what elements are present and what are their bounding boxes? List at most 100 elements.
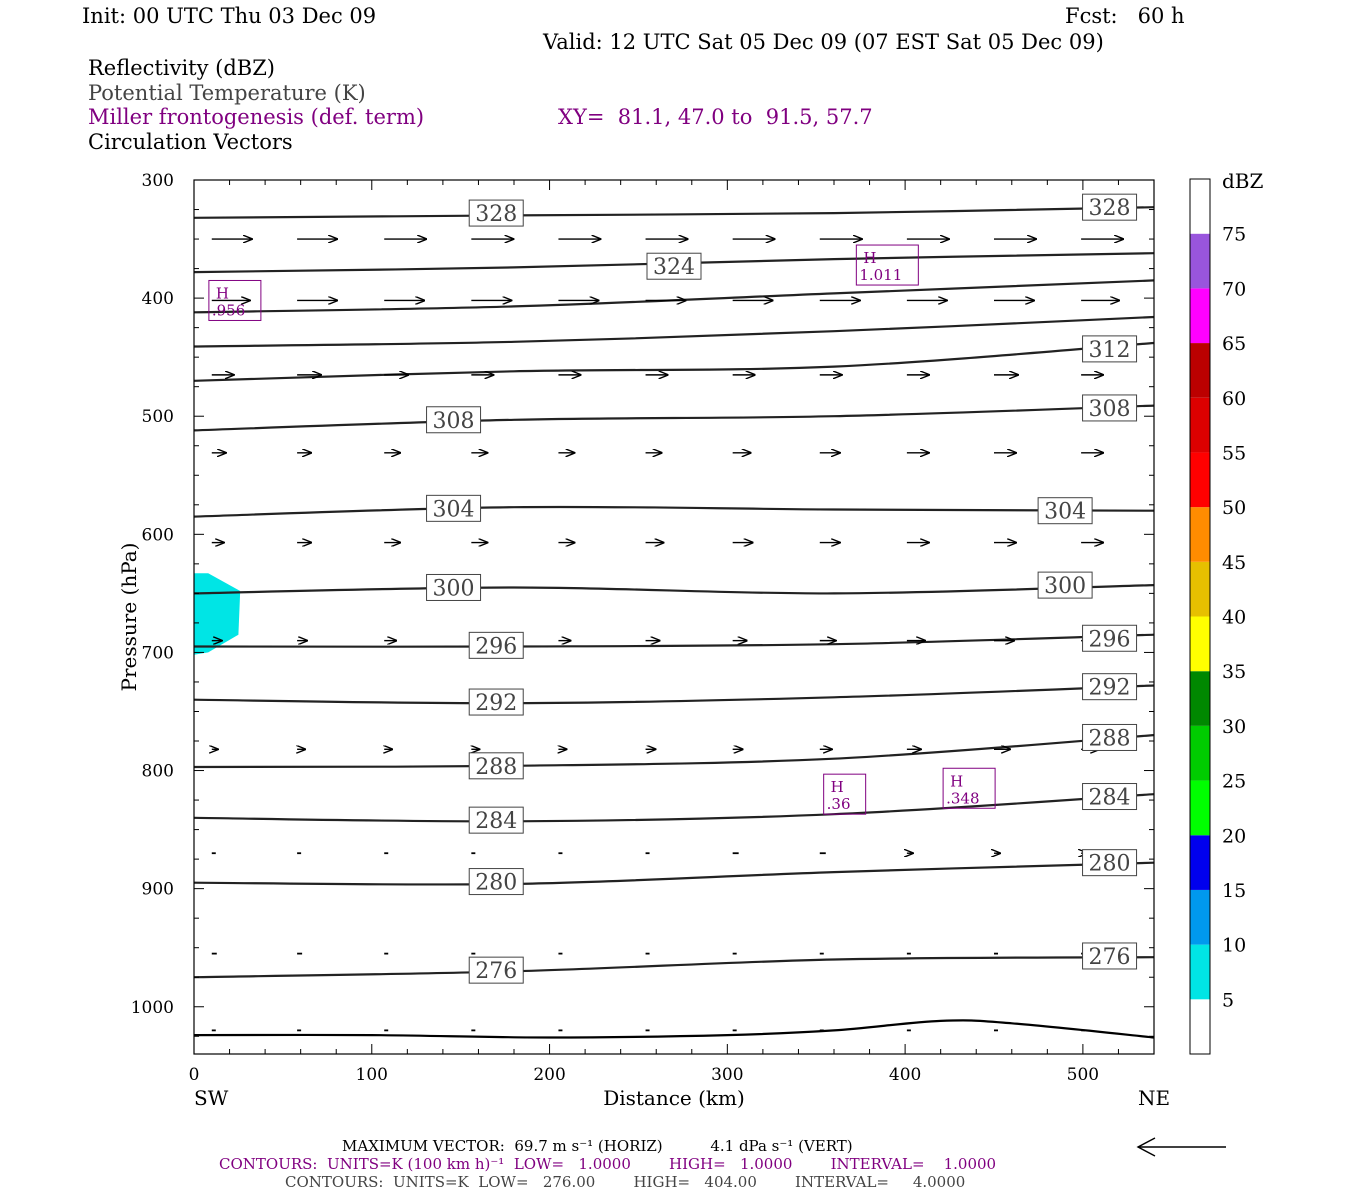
y-tick-label: 800 — [142, 762, 174, 782]
colorbar-swatch-25 — [1190, 725, 1210, 781]
y-tick-label: 900 — [142, 880, 174, 900]
init-time: Init: 00 UTC Thu 03 Dec 09 — [82, 4, 377, 28]
isentrope-284 — [193, 793, 1155, 823]
isentrope-276 — [193, 956, 1155, 979]
reflectivity-area — [194, 573, 241, 655]
max-vector-note: MAXIMUM VECTOR: 69.7 m s⁻¹ (HORIZ) 4.1 d… — [342, 1137, 853, 1155]
x-tick-label: 500 — [1067, 1065, 1099, 1085]
frontogenesis-max-label: H — [216, 284, 229, 302]
colorbar-label-60: 60 — [1222, 388, 1246, 410]
colorbar-swatch-70 — [1190, 233, 1210, 289]
frontogenesis-max-label: H — [831, 778, 844, 796]
colorbar-swatch-35 — [1190, 616, 1210, 672]
contour-label-box — [1037, 571, 1093, 599]
contour-label-box — [1082, 394, 1138, 422]
contour-label-box — [1082, 673, 1138, 701]
colorbar-label-45: 45 — [1222, 552, 1246, 574]
contour-label-box — [1082, 624, 1138, 652]
x-tick-label: 100 — [356, 1065, 388, 1085]
colorbar-label-75: 75 — [1222, 224, 1246, 246]
frontogenesis-max-value: .956 — [212, 301, 245, 319]
field-potential-temperature: Potential Temperature (K) — [88, 81, 366, 105]
contour-label-box — [1082, 849, 1138, 877]
contour-label-312: 312 — [1089, 338, 1131, 363]
isentrope-308 — [193, 404, 1155, 432]
contour-label-box — [468, 688, 524, 716]
colorbar-label-35: 35 — [1222, 661, 1246, 683]
contour-label-box — [426, 406, 482, 434]
y-tick-label: 700 — [142, 643, 174, 663]
contour-label-276: 276 — [1089, 945, 1131, 970]
theta-contour-note: CONTOURS: UNITS=K LOW= 276.00 HIGH= 404.… — [285, 1173, 966, 1191]
colorbar-label-50: 50 — [1222, 497, 1246, 519]
contour-label-328: 328 — [1089, 196, 1131, 221]
colorbar-swatch-45 — [1190, 507, 1210, 562]
contour-label-284: 284 — [475, 809, 517, 834]
isentrope-288 — [193, 734, 1155, 769]
frontogenesis-max-label: H — [950, 772, 963, 790]
contour-label-288: 288 — [475, 755, 517, 780]
field-frontogenesis: Miller frontogenesis (def. term) — [88, 105, 425, 129]
contour-label-288: 288 — [1089, 726, 1131, 751]
contour-label-308: 308 — [433, 409, 475, 434]
contour-label-308: 308 — [1089, 397, 1131, 422]
x-tick-label: 400 — [889, 1065, 921, 1085]
contour-label-box — [1082, 723, 1138, 751]
forecast-hour: Fcst: 60 h — [1065, 4, 1185, 28]
contour-label-box — [1082, 942, 1138, 970]
colorbar-label-55: 55 — [1222, 442, 1246, 464]
cross-section-endpoints: XY= 81.1, 47.0 to 91.5, 57.7 — [558, 105, 873, 129]
contour-label-292: 292 — [1089, 676, 1131, 701]
x-axis-label: Distance (km) — [603, 1086, 745, 1110]
colorbar-label-15: 15 — [1222, 880, 1246, 902]
isentrope-304 — [193, 505, 1155, 518]
contour-label-box — [468, 752, 524, 780]
frontogenesis-max-box — [855, 244, 919, 286]
isentrope-320 — [193, 279, 1155, 314]
colorbar-swatch-10 — [1190, 889, 1210, 945]
contour-label-324: 324 — [653, 255, 695, 280]
contour-label-280: 280 — [1089, 852, 1131, 877]
colorbar-swatch-60 — [1190, 343, 1210, 398]
contour-label-box — [468, 868, 524, 896]
contour-label-box — [1082, 193, 1138, 221]
contour-label-280: 280 — [475, 871, 517, 896]
y-tick-label: 300 — [142, 171, 174, 191]
colorbar-swatch-30 — [1190, 671, 1210, 726]
colorbar-swatch-55 — [1190, 397, 1210, 453]
colorbar-unit: dBZ — [1222, 169, 1264, 193]
contour-label-box — [1037, 497, 1093, 525]
colorbar-label-30: 30 — [1222, 716, 1246, 738]
reference-arrow — [1136, 1137, 1226, 1157]
frontogenesis-max-box — [208, 279, 262, 321]
isentrope-292 — [193, 684, 1155, 705]
frontogenesis-max-box — [823, 773, 867, 815]
isentrope-280 — [193, 861, 1155, 886]
colorbar-swatch-50 — [1190, 452, 1210, 508]
surface-line — [193, 1019, 1155, 1039]
colorbar-label-65: 65 — [1222, 333, 1246, 355]
colorbar-swatch-15 — [1190, 835, 1210, 890]
contour-label-box — [646, 252, 702, 280]
contour-label-box — [1082, 335, 1138, 363]
frontogenesis-max-box — [942, 767, 996, 809]
frontogenesis-max-value: .348 — [946, 789, 979, 807]
colorbar-blank — [1190, 999, 1210, 1054]
y-tick-label: 600 — [142, 525, 174, 545]
colorbar-swatch-65 — [1190, 288, 1210, 344]
isentrope-300 — [193, 584, 1155, 595]
colorbar-swatch-40 — [1190, 561, 1210, 617]
field-reflectivity: Reflectivity (dBZ) — [88, 56, 276, 80]
y-tick-label: 500 — [142, 407, 174, 427]
y-tick-label: 400 — [142, 289, 174, 309]
x-end-label-ne: NE — [1138, 1086, 1170, 1110]
contour-label-box — [1082, 783, 1138, 811]
contour-label-276: 276 — [475, 959, 517, 984]
y-axis-label: Pressure (hPa) — [117, 543, 141, 692]
contour-label-304: 304 — [433, 497, 475, 522]
contour-label-292: 292 — [475, 691, 517, 716]
contour-label-284: 284 — [1089, 786, 1131, 811]
isentrope-312 — [193, 341, 1155, 382]
contour-label-box — [426, 494, 482, 522]
